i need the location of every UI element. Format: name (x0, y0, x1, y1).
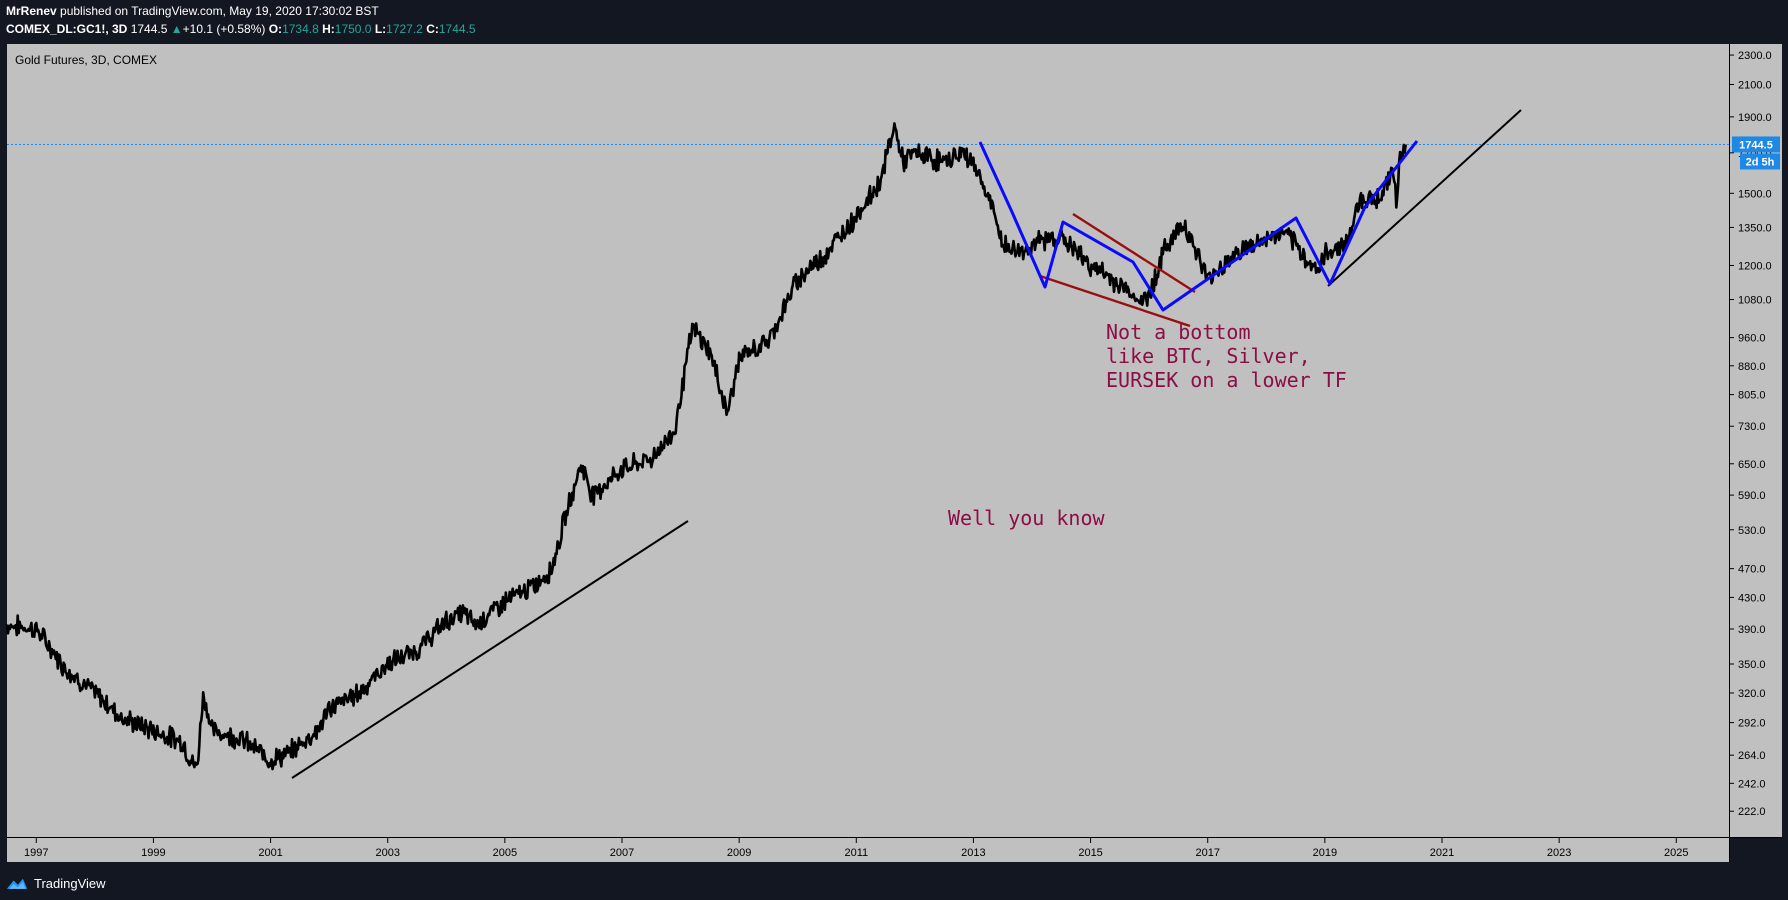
y-tick-label: 590.0 (1738, 490, 1766, 502)
x-tick-label: 2021 (1430, 847, 1454, 859)
price-series-line (5, 122, 1407, 771)
chart-title: Gold Futures, 3D, COMEX (15, 53, 157, 67)
x-tick-label: 2005 (493, 847, 517, 859)
tradingview-footer[interactable]: TradingView (6, 874, 106, 892)
y-tick-label: 242.0 (1738, 778, 1766, 790)
x-tick-label: 2007 (610, 847, 634, 859)
x-tick-label: 2011 (844, 847, 868, 859)
x-tick-label: 2025 (1664, 847, 1688, 859)
x-tick-label: 2015 (1078, 847, 1102, 859)
red-wedge (1039, 212, 1196, 328)
low-value: 1727.2 (386, 22, 423, 36)
svg-text:1744.5: 1744.5 (1739, 139, 1773, 151)
published-text: published on TradingView.com, May 19, 20… (60, 4, 379, 18)
y-tick-label: 805.0 (1738, 390, 1766, 402)
y-tick-label: 2300.0 (1738, 50, 1772, 62)
x-tick-label: 2001 (258, 847, 282, 859)
tradingview-brand: TradingView (34, 875, 106, 891)
plot-area[interactable] (7, 44, 1729, 837)
x-tick-labels: 1997 1999 2001 2003 2005 2007 2009 2011 2013 2015… (24, 838, 1689, 859)
y-tick-label: 1200.0 (1738, 260, 1772, 272)
y-tick-label: 1080.0 (1738, 295, 1772, 307)
x-tick-label: 1999 (141, 847, 165, 859)
up-arrow-icon: ▲ (170, 22, 183, 36)
y-tick-label: 292.0 (1738, 718, 1766, 730)
y-tick-label: 320.0 (1738, 688, 1766, 700)
low-label: L: (374, 22, 387, 36)
wedge-lower-line (1039, 274, 1191, 328)
y-tick-label: 222.0 (1738, 806, 1766, 818)
x-tick-label: 2017 (1195, 847, 1219, 859)
x-tick-label: 2013 (961, 847, 985, 859)
blue-zigzag (978, 140, 1419, 312)
open-label: O: (268, 22, 283, 36)
y-tick-label: 470.0 (1738, 564, 1766, 576)
price-change: +10.1 (+0.58%) (182, 22, 266, 36)
y-tick-label: 530.0 (1738, 525, 1766, 537)
high-value: 1750.0 (334, 22, 372, 36)
trendline-upper (1327, 109, 1522, 287)
y-tick-label: 264.0 (1738, 750, 1766, 762)
close-value: 1744.5 (438, 22, 476, 36)
ohlc-bar: COMEX_DL:GC1!, 3D 1744.5 ▲+10.1 (+0.58%)… (6, 22, 476, 36)
y-tick-label: 960.0 (1738, 333, 1766, 345)
y-tick-label: 730.0 (1738, 421, 1766, 433)
x-tick-label: 2003 (375, 847, 399, 859)
y-tick-label: 430.0 (1738, 592, 1766, 604)
tradingview-logo-icon (6, 878, 28, 889)
wedge-upper-line (1072, 212, 1196, 294)
open-value: 1734.8 (282, 22, 319, 36)
trendlines (291, 109, 1522, 779)
annotation-line-3: EURSEK on a lower TF (1106, 368, 1347, 392)
y-tick-label: 2100.0 (1738, 79, 1772, 91)
annotation-well-you-know: Well you know (948, 506, 1105, 530)
annotation-line-2: like BTC, Silver, (1106, 344, 1311, 368)
y-tick-label: 880.0 (1738, 361, 1766, 373)
price-axis[interactable] (1730, 44, 1782, 837)
y-tick-label: 1500.0 (1738, 188, 1772, 200)
svg-text:2d 5h: 2d 5h (1746, 156, 1775, 168)
author-name: MrRenev (6, 4, 57, 18)
current-price-badge: 1744.5 2d 5h (1732, 136, 1780, 170)
x-tick-label: 2019 (1313, 847, 1337, 859)
annotation-line-1: Not a bottom (1106, 320, 1251, 344)
last-price: 1744.5 (130, 22, 168, 36)
x-tick-label: 2023 (1547, 847, 1571, 859)
publish-info: MrRenev published on TradingView.com, Ma… (6, 4, 379, 18)
close-label: C: (426, 22, 439, 36)
y-tick-label: 1350.0 (1738, 222, 1772, 234)
annotation-not-a-bottom: Not a bottom like BTC, Silver, EURSEK on… (1106, 320, 1347, 392)
high-label: H: (322, 22, 335, 36)
x-tick-label: 2009 (727, 847, 751, 859)
trendline-lower (291, 520, 689, 779)
y-tick-label: 350.0 (1738, 659, 1766, 671)
symbol-label: COMEX_DL:GC1!, 3D (6, 22, 128, 36)
y-tick-label: 650.0 (1738, 459, 1766, 471)
y-tick-label: 390.0 (1738, 624, 1766, 636)
y-tick-label: 1900.0 (1738, 112, 1772, 124)
x-tick-label: 1997 (24, 847, 48, 859)
